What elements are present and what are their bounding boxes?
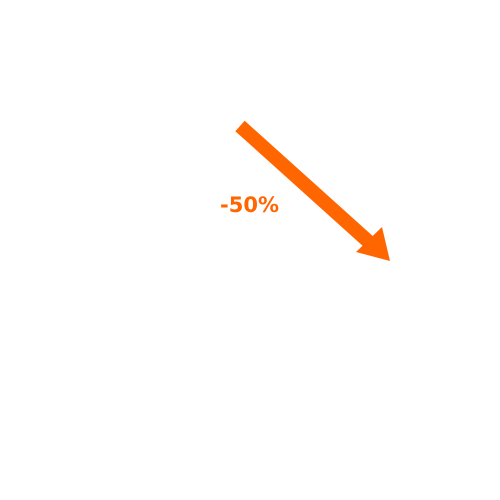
- arrow-head: [356, 227, 390, 261]
- arrow-shaft: [235, 120, 375, 249]
- percent-change-label: -50%: [220, 193, 279, 217]
